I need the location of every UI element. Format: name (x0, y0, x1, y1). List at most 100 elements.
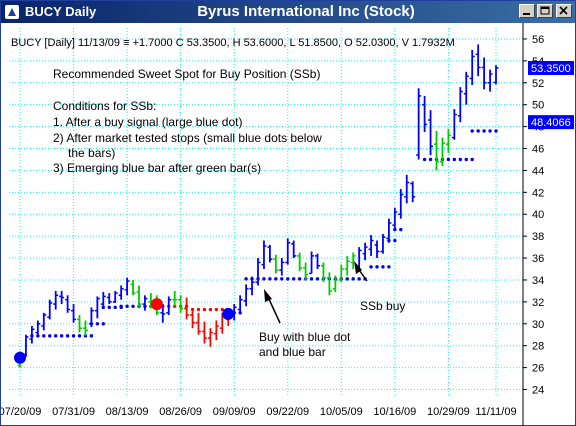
stop-dot (59, 334, 64, 338)
x-tick-label: 08/26/09 (159, 406, 202, 418)
annotation-heading: Recommended Sweet Spot for Buy Position … (53, 67, 320, 81)
ohlc-bar (297, 252, 303, 272)
stop-dot (77, 334, 82, 338)
ohlc-bar (41, 312, 47, 331)
ohlc-bar (100, 292, 106, 308)
stop-dot (422, 157, 427, 162)
y-tick-label: 26 (532, 363, 544, 375)
stop-dot (280, 277, 284, 281)
y-tick-label: 42 (532, 187, 544, 199)
stop-dot (95, 322, 100, 326)
stop-price-value: 48.4066 (531, 117, 571, 129)
ohlc-bar (416, 88, 422, 160)
ohlc-bar (166, 296, 172, 316)
stop-dot (196, 307, 201, 312)
annotation-condition-2: 2) After market tested stops (small blue… (53, 131, 322, 145)
y-tick-label: 28 (532, 341, 544, 353)
stop-dot (202, 307, 207, 312)
ohlc-bar (404, 174, 410, 204)
ohlc-bar (374, 240, 380, 259)
minimize-button[interactable] (519, 4, 535, 18)
ohlc-bar (142, 295, 148, 311)
stop-dot (357, 277, 361, 281)
stop-dot (48, 334, 52, 338)
ohlc-bar (279, 258, 285, 276)
stop-dot (482, 129, 486, 133)
ohlc-bar (362, 242, 368, 261)
ohlc-bar (469, 49, 475, 85)
ohlc-bar (65, 295, 71, 313)
ohlc-bar (457, 87, 463, 123)
callout-arrowhead-buy (264, 289, 272, 302)
stop-dot (292, 277, 296, 281)
stop-dot (345, 277, 349, 281)
x-tick-label: 08/13/09 (106, 406, 149, 418)
stop-dot (446, 157, 451, 162)
ohlc-bar (320, 262, 326, 283)
ohlc-bar (445, 128, 451, 153)
price-bars (17, 44, 499, 368)
stop-dot (107, 305, 111, 310)
ohlc-bar (88, 307, 94, 328)
ohlc-bar (59, 290, 65, 305)
ohlc-bar (207, 328, 213, 347)
signal-dot (222, 307, 235, 320)
ohlc-bar (71, 304, 77, 323)
stop-dot (71, 334, 76, 338)
stop-dot (428, 157, 433, 162)
ohlc-bar (303, 262, 309, 280)
ohlc-bar (243, 284, 249, 307)
chart-header-info: BUCY [Daily] 11/13/09 ≡ +1.7000 C 53.350… (11, 37, 455, 49)
stop-dot (101, 322, 106, 326)
maximize-button[interactable] (537, 4, 553, 18)
x-axis: 07/20/09 07/31/09 08/13/09 08/26/09 09/09/09… (1, 406, 517, 418)
stop-dot (476, 129, 480, 133)
ohlc-bar (136, 285, 142, 308)
ohlc-bar (451, 109, 457, 140)
last-price-label (528, 60, 574, 75)
x-tick-label: 10/29/09 (427, 406, 470, 418)
ohlc-bar (172, 290, 178, 307)
ohlc-bar (338, 264, 344, 283)
stop-dot (42, 334, 46, 338)
stop-dot (470, 129, 474, 133)
ohlc-bar (130, 279, 136, 296)
x-tick-label: 07/20/09 (1, 406, 41, 418)
ohlc-bar (160, 304, 166, 323)
stop-dot (470, 157, 474, 162)
y-tick-label: 50 (532, 100, 544, 112)
y-axis: 2426283032343638404244464850525456 (522, 23, 544, 425)
stop-dot (119, 304, 123, 308)
stop-dot (488, 129, 492, 133)
stop-dot (65, 334, 70, 338)
y-tick-label: 38 (532, 231, 544, 243)
close-button[interactable] (556, 4, 572, 18)
stop-dot (220, 307, 224, 312)
stop-dot (297, 277, 302, 281)
stop-dot (387, 265, 391, 269)
ohlc-chart[interactable]: 2426283032343638404244464850525456 07/20… (1, 23, 575, 425)
ohlc-bar (77, 315, 82, 333)
ohlc-bar (392, 207, 398, 231)
last-price-value: 53.3500 (531, 63, 571, 75)
ohlc-bar (350, 252, 356, 270)
stop-dot (458, 157, 462, 162)
ohlc-bar (463, 71, 469, 105)
title-bar[interactable]: BUCY Daily Byrus International Inc (Stoc… (1, 1, 575, 23)
ohlc-bar (326, 272, 332, 296)
callout-buy-line2: and blue bar (259, 345, 326, 359)
ohlc-bar (332, 275, 338, 293)
ohlc-bar (344, 255, 350, 276)
stop-dot (89, 334, 94, 338)
stop-dot (125, 304, 129, 308)
stop-dot (214, 307, 219, 312)
chart-area[interactable]: 2426283032343638404244464850525456 07/20… (1, 23, 575, 425)
ohlc-bar (124, 277, 130, 296)
ohlc-bar (184, 297, 190, 320)
stop-dot (351, 277, 355, 281)
x-tick-label: 09/22/09 (266, 406, 309, 418)
ohlc-bar (291, 240, 297, 259)
stop-dot (399, 227, 403, 232)
ohlc-bar (190, 308, 196, 329)
